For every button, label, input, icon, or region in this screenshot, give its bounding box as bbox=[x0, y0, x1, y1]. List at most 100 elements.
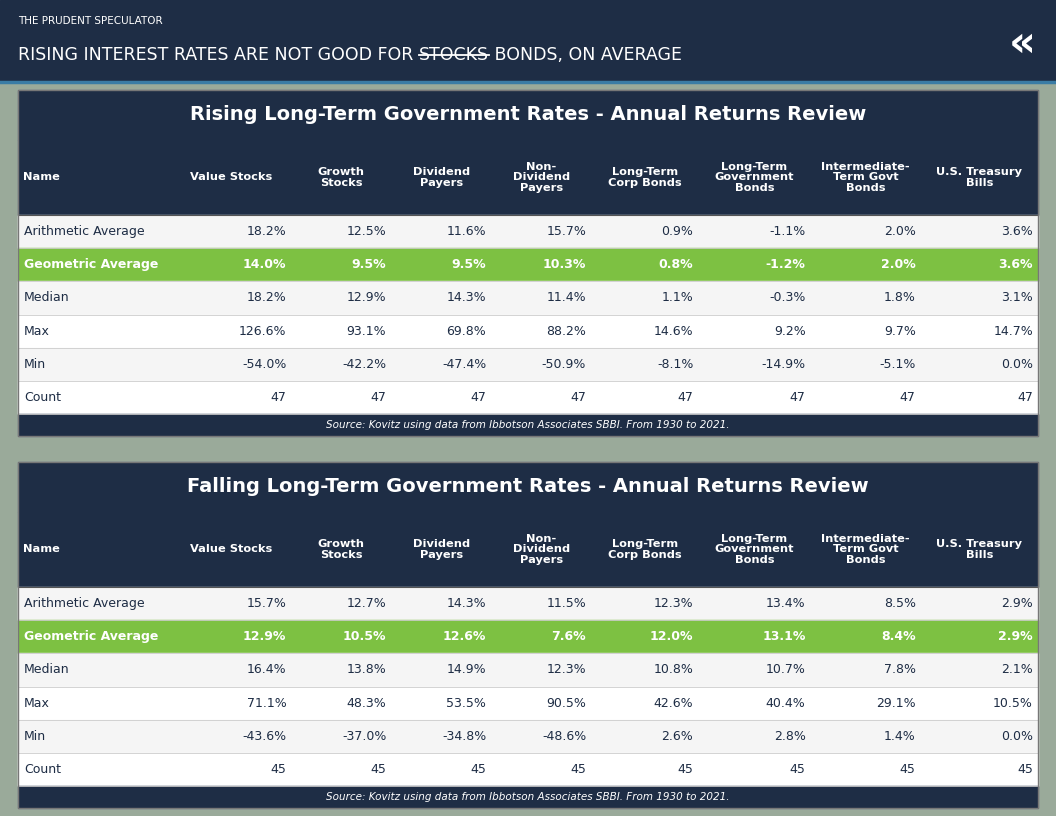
Text: 9.5%: 9.5% bbox=[452, 258, 486, 271]
Text: Count: Count bbox=[24, 763, 61, 776]
Text: Intermediate-: Intermediate- bbox=[822, 162, 910, 172]
Text: 15.7%: 15.7% bbox=[546, 225, 586, 238]
Text: -14.9%: -14.9% bbox=[761, 357, 806, 370]
Text: Source: Kovitz using data from Ibbotson Associates SBBI. From 1930 to 2021.: Source: Kovitz using data from Ibbotson … bbox=[326, 792, 730, 802]
Bar bbox=[18, 462, 1038, 512]
Text: 7.6%: 7.6% bbox=[551, 630, 586, 643]
Text: Max: Max bbox=[24, 697, 50, 710]
Text: Non-: Non- bbox=[526, 162, 557, 172]
Text: Geometric Average: Geometric Average bbox=[24, 630, 158, 643]
Text: Name: Name bbox=[23, 172, 60, 183]
Bar bbox=[18, 215, 1038, 248]
Text: 47: 47 bbox=[790, 391, 806, 404]
Text: Median: Median bbox=[24, 291, 70, 304]
Text: Arithmetic Average: Arithmetic Average bbox=[24, 225, 145, 238]
Text: Growth: Growth bbox=[318, 167, 364, 177]
Text: 12.3%: 12.3% bbox=[547, 663, 586, 676]
Text: 3.6%: 3.6% bbox=[1001, 225, 1033, 238]
Text: 14.3%: 14.3% bbox=[447, 597, 486, 610]
Text: 11.5%: 11.5% bbox=[547, 597, 586, 610]
Text: 0.9%: 0.9% bbox=[661, 225, 694, 238]
Text: 1.1%: 1.1% bbox=[662, 291, 694, 304]
Bar bbox=[18, 462, 1038, 808]
Text: 12.5%: 12.5% bbox=[346, 225, 386, 238]
Text: 45: 45 bbox=[371, 763, 386, 776]
Text: -1.2%: -1.2% bbox=[766, 258, 806, 271]
Text: -43.6%: -43.6% bbox=[242, 730, 286, 743]
Bar bbox=[18, 90, 1038, 436]
Text: Corp Bonds: Corp Bonds bbox=[608, 550, 681, 560]
Bar bbox=[18, 512, 1038, 587]
Text: 11.4%: 11.4% bbox=[547, 291, 586, 304]
Text: 10.5%: 10.5% bbox=[343, 630, 386, 643]
Bar bbox=[18, 686, 1038, 720]
Text: Bonds: Bonds bbox=[846, 183, 885, 193]
Text: 11.6%: 11.6% bbox=[447, 225, 486, 238]
Bar bbox=[18, 140, 1038, 215]
Text: Long-Term: Long-Term bbox=[611, 167, 678, 177]
Text: Government: Government bbox=[715, 172, 794, 183]
Text: 15.7%: 15.7% bbox=[246, 597, 286, 610]
Bar bbox=[18, 620, 1038, 654]
Text: 88.2%: 88.2% bbox=[546, 325, 586, 338]
Text: Min: Min bbox=[24, 357, 46, 370]
Text: 13.8%: 13.8% bbox=[346, 663, 386, 676]
Text: 12.9%: 12.9% bbox=[346, 291, 386, 304]
Text: 71.1%: 71.1% bbox=[247, 697, 286, 710]
Text: Intermediate-: Intermediate- bbox=[822, 534, 910, 544]
Text: 10.8%: 10.8% bbox=[654, 663, 694, 676]
Text: 10.3%: 10.3% bbox=[543, 258, 586, 271]
Text: -8.1%: -8.1% bbox=[657, 357, 694, 370]
Text: 47: 47 bbox=[900, 391, 916, 404]
Text: Falling Long-Term Government Rates - Annual Returns Review: Falling Long-Term Government Rates - Ann… bbox=[187, 477, 869, 496]
Text: Payers: Payers bbox=[419, 178, 463, 188]
Text: Stocks: Stocks bbox=[320, 178, 362, 188]
Text: 48.3%: 48.3% bbox=[346, 697, 386, 710]
Text: U.S. Treasury: U.S. Treasury bbox=[937, 539, 1022, 549]
Text: Dividend: Dividend bbox=[413, 167, 470, 177]
Text: -1.1%: -1.1% bbox=[769, 225, 806, 238]
Text: 45: 45 bbox=[1017, 763, 1033, 776]
Text: RISING INTEREST RATES ARE NOT GOOD FOR: RISING INTEREST RATES ARE NOT GOOD FOR bbox=[18, 46, 419, 64]
Text: 2.0%: 2.0% bbox=[881, 258, 916, 271]
Text: -5.1%: -5.1% bbox=[880, 357, 916, 370]
Text: Bills: Bills bbox=[965, 178, 993, 188]
Bar bbox=[18, 248, 1038, 282]
Text: Payers: Payers bbox=[520, 183, 563, 193]
Text: Government: Government bbox=[715, 544, 794, 555]
Text: -50.9%: -50.9% bbox=[542, 357, 586, 370]
Text: Name: Name bbox=[23, 544, 60, 555]
Text: Source: Kovitz using data from Ibbotson Associates SBBI. From 1930 to 2021.: Source: Kovitz using data from Ibbotson … bbox=[326, 420, 730, 430]
Text: 3.1%: 3.1% bbox=[1001, 291, 1033, 304]
Text: STOCKS: STOCKS bbox=[419, 46, 489, 64]
Text: 18.2%: 18.2% bbox=[247, 225, 286, 238]
Text: U.S. Treasury: U.S. Treasury bbox=[937, 167, 1022, 177]
Text: 45: 45 bbox=[900, 763, 916, 776]
Text: Geometric Average: Geometric Average bbox=[24, 258, 158, 271]
Text: 14.0%: 14.0% bbox=[243, 258, 286, 271]
Text: Bonds: Bonds bbox=[735, 183, 774, 193]
Text: 40.4%: 40.4% bbox=[766, 697, 806, 710]
Text: 0.0%: 0.0% bbox=[1001, 357, 1033, 370]
Text: Min: Min bbox=[24, 730, 46, 743]
Text: 47: 47 bbox=[1017, 391, 1033, 404]
Text: 9.2%: 9.2% bbox=[774, 325, 806, 338]
Bar bbox=[18, 90, 1038, 436]
Text: 45: 45 bbox=[470, 763, 486, 776]
Text: 10.5%: 10.5% bbox=[993, 697, 1033, 710]
Text: Bonds: Bonds bbox=[846, 555, 885, 565]
Text: Value Stocks: Value Stocks bbox=[190, 544, 272, 555]
Bar bbox=[18, 90, 1038, 140]
Text: 45: 45 bbox=[570, 763, 586, 776]
Bar bbox=[18, 753, 1038, 786]
Text: 1.4%: 1.4% bbox=[884, 730, 916, 743]
Bar bbox=[18, 720, 1038, 753]
Text: Corp Bonds: Corp Bonds bbox=[608, 178, 681, 188]
Text: 45: 45 bbox=[790, 763, 806, 776]
Text: 45: 45 bbox=[270, 763, 286, 776]
Text: 1.8%: 1.8% bbox=[884, 291, 916, 304]
Text: 14.7%: 14.7% bbox=[994, 325, 1033, 338]
Text: 29.1%: 29.1% bbox=[876, 697, 916, 710]
Text: Max: Max bbox=[24, 325, 50, 338]
Text: 14.9%: 14.9% bbox=[447, 663, 486, 676]
